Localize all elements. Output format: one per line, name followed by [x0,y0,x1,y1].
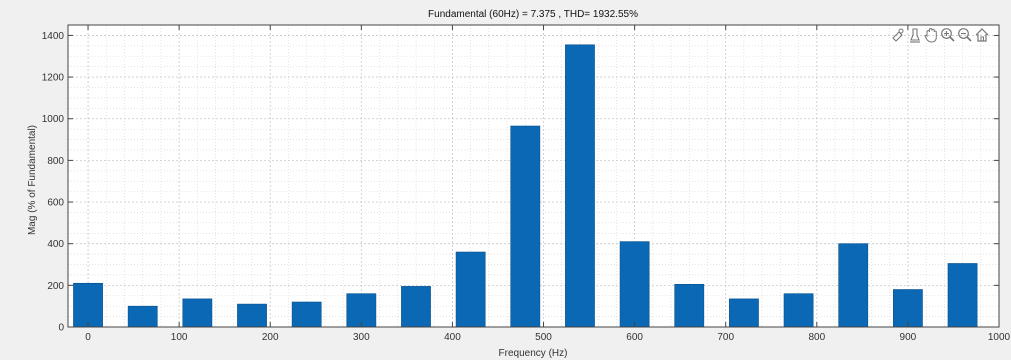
x-tick-label: 700 [717,332,734,343]
bar [783,293,814,328]
chart-title: Fundamental (60Hz) = 7.375 , THD= 1932.5… [428,9,638,20]
zoom-out-icon[interactable] [958,28,972,42]
bar [893,289,923,328]
axes-box [67,24,1000,328]
x-tick-label: 1000 [988,332,1011,343]
y-tick-label: 0 [58,323,64,334]
bar [291,301,322,328]
x-tick-label: 600 [626,332,643,343]
x-tick-label: 0 [85,332,91,343]
x-tick-label: 100 [171,332,188,343]
y-tick-label: 600 [47,198,64,209]
x-tick-label: 200 [262,332,279,343]
brush-icon[interactable] [892,28,904,42]
data-tips-icon[interactable] [910,28,920,43]
bar [729,298,759,328]
x-tick-label: 900 [900,332,917,343]
x-tick-label: 800 [808,332,825,343]
bar [619,241,650,328]
axes-lines [67,24,1000,328]
axes-toolbar [892,27,989,43]
y-tick-label: 200 [47,281,64,292]
bar [947,263,978,328]
bar [346,293,377,328]
bar [127,305,158,328]
bars [73,44,978,328]
y-tick-label: 800 [47,156,64,167]
y-tick-label: 400 [47,239,64,250]
zoom-in-icon[interactable] [941,28,955,42]
home-icon[interactable] [975,28,989,42]
x-tick-label: 500 [535,332,552,343]
bar [455,251,486,328]
x-tick-label: 300 [353,332,370,343]
bar [565,44,595,328]
x-tick-label: 400 [444,332,461,343]
bar [674,284,705,328]
pan-icon[interactable] [924,27,937,43]
bar [838,243,869,328]
x-axis-label: Frequency (Hz) [499,348,568,359]
bar [237,303,267,328]
bar [401,286,431,328]
ticks: 0 100 200 300 400 500 600 700 800 900 1000 0 200 400 6… [42,25,1011,343]
y-tick-label: 1000 [42,114,65,125]
y-tick-label: 1400 [42,31,65,42]
bar [73,282,103,328]
y-tick-label: 1200 [42,73,65,84]
bar [182,298,213,328]
bar [510,125,541,328]
y-axis-label: Mag (% of Fundamental) [27,125,38,235]
